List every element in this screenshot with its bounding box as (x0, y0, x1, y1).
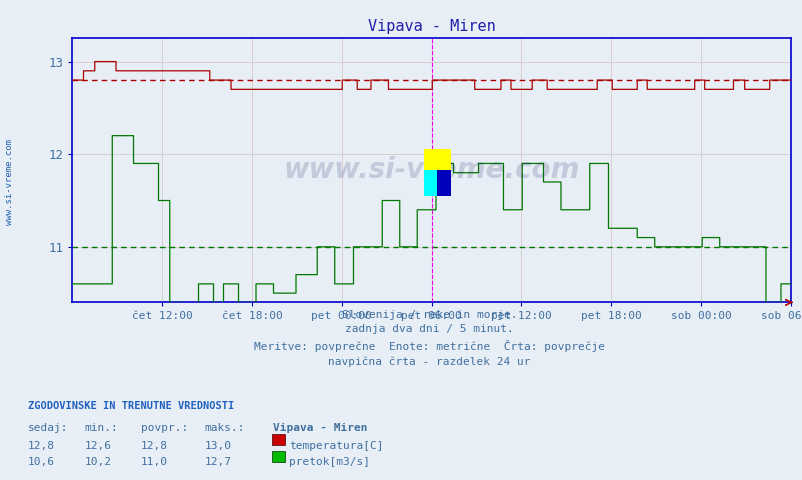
FancyBboxPatch shape (437, 169, 451, 196)
Text: 12,6: 12,6 (84, 441, 111, 451)
Text: Slovenija / reke in morje.
zadnja dva dni / 5 minut.
Meritve: povprečne  Enote: : Slovenija / reke in morje. zadnja dva dn… (253, 310, 605, 367)
Bar (272, 434, 285, 445)
Text: www.si-vreme.com: www.si-vreme.com (5, 139, 14, 226)
Text: www.si-vreme.com: www.si-vreme.com (283, 156, 579, 184)
Text: 10,2: 10,2 (84, 457, 111, 467)
FancyBboxPatch shape (423, 169, 437, 196)
Text: maks.:: maks.: (205, 423, 245, 433)
Text: temperatura[C]: temperatura[C] (289, 441, 383, 451)
Text: povpr.:: povpr.: (140, 423, 188, 433)
Text: 12,8: 12,8 (28, 441, 55, 451)
Title: Vipava - Miren: Vipava - Miren (367, 20, 495, 35)
Text: 12,7: 12,7 (205, 457, 232, 467)
Bar (272, 451, 285, 462)
FancyBboxPatch shape (423, 149, 451, 169)
Text: min.:: min.: (84, 423, 118, 433)
Text: ZGODOVINSKE IN TRENUTNE VREDNOSTI: ZGODOVINSKE IN TRENUTNE VREDNOSTI (28, 401, 234, 411)
Text: Vipava - Miren: Vipava - Miren (273, 423, 367, 433)
Text: 11,0: 11,0 (140, 457, 168, 467)
Text: sedaj:: sedaj: (28, 423, 68, 433)
Text: 12,8: 12,8 (140, 441, 168, 451)
Text: 13,0: 13,0 (205, 441, 232, 451)
Text: 10,6: 10,6 (28, 457, 55, 467)
Text: pretok[m3/s]: pretok[m3/s] (289, 457, 370, 467)
